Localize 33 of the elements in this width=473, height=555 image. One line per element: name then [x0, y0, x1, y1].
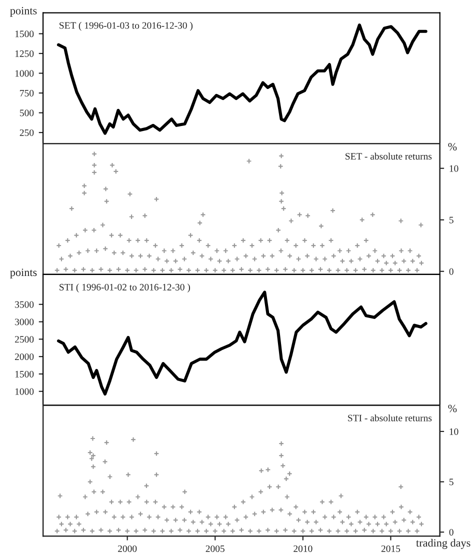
y-tick-label: 1500 — [15, 30, 34, 38]
y2-axis-title: % — [448, 404, 457, 412]
x-axis-title: trading days — [416, 538, 470, 549]
y2-tick-label: 10 — [450, 428, 458, 435]
y-tick-label: 2000 — [15, 353, 34, 360]
y-tick-label: 2500 — [15, 336, 34, 343]
line-series — [56, 290, 428, 396]
y2-tick-label: 5 — [449, 478, 454, 486]
x-tick-label: 2000 — [118, 545, 137, 552]
y-axis-title: points — [10, 6, 37, 17]
annotation: SET - absolute returns — [346, 152, 432, 160]
y2-tick-label: 0 — [449, 529, 454, 536]
y2-axis-title: % — [448, 143, 457, 151]
y-tick-label: 1000 — [15, 388, 34, 395]
text: STI ( 1996-01-02 to 2016-12-30 ) — [60, 284, 190, 292]
line-series — [56, 23, 428, 135]
y-tick-label: 3500 — [15, 301, 34, 308]
y-tick-label: 750 — [20, 90, 34, 96]
y-tick-label: 1250 — [15, 50, 34, 57]
y-tick-label: 1500 — [15, 370, 34, 378]
y-tick-label: 1000 — [15, 70, 34, 77]
y2-tick-label: 0 — [449, 268, 454, 275]
y-tick-label: 250 — [20, 129, 34, 136]
y2-tick-label: 5 — [449, 216, 454, 224]
y2-tick-label: 10 — [450, 165, 458, 172]
x-tick-label: 2010 — [294, 545, 312, 552]
x-tick-label: 2015 — [381, 545, 400, 552]
y-tick-label: 500 — [20, 110, 34, 116]
annotation: STI - absolute returns — [348, 414, 432, 422]
y-tick-label: 3000 — [15, 318, 34, 326]
text: SET ( 1996-01-03 to 2016-12-30 ) — [60, 22, 193, 31]
x-tick-label: 2005 — [206, 545, 224, 552]
y-axis-title: points — [10, 268, 37, 278]
